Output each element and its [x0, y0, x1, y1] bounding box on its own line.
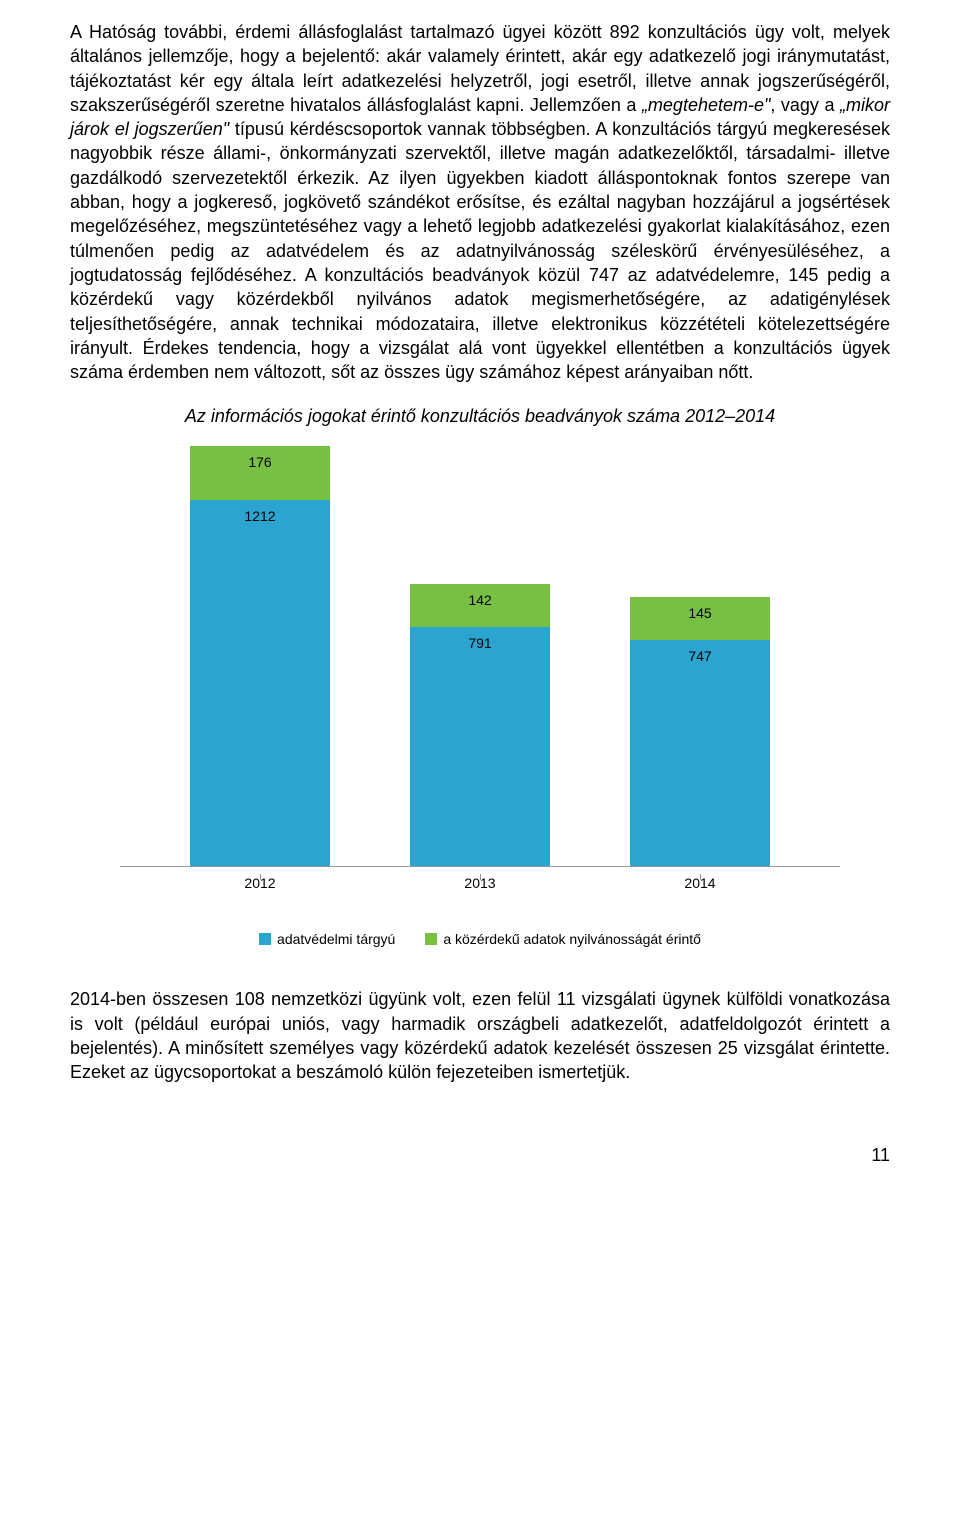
bar-segment-top: 176 [190, 446, 330, 499]
legend-swatch [425, 933, 437, 945]
bar-value-label: 747 [630, 648, 770, 664]
legend-item: a közérdekű adatok nyilvánosságát érintő [425, 931, 701, 947]
bar-group-2013: 142 791 [410, 584, 550, 866]
bar-segment-top: 145 [630, 597, 770, 641]
bar-segment-bottom: 747 [630, 640, 770, 866]
bar-group-2014: 145 747 [630, 597, 770, 867]
x-tick-label: 2014 [630, 875, 770, 891]
legend-item: adatvédelmi tárgyú [259, 931, 395, 947]
bar-group-2012: 176 1212 [190, 446, 330, 866]
chart-caption: Az információs jogokat érintő konzultáci… [70, 406, 890, 427]
bar-segment-top: 142 [410, 584, 550, 627]
chart-legend: adatvédelmi tárgyú a közérdekű adatok nyi… [120, 923, 840, 947]
x-tick-mark [260, 874, 261, 880]
chart-x-axis: 2012 2013 2014 [120, 867, 840, 895]
bar-value-label: 142 [410, 592, 550, 608]
bar-value-label: 176 [190, 454, 330, 470]
chart-plot-area: 176 1212 142 791 145 747 [120, 447, 840, 867]
x-tick-mark [480, 874, 481, 880]
paragraph-1: A Hatóság további, érdemi állásfoglalást… [70, 20, 890, 384]
bar-segment-bottom: 791 [410, 627, 550, 866]
consultation-chart: 176 1212 142 791 145 747 2012 2013 2014 adatvéd… [120, 447, 840, 947]
x-tick-label: 2013 [410, 875, 550, 891]
bar-value-label: 791 [410, 635, 550, 651]
bar-value-label: 1212 [190, 508, 330, 524]
paragraph-2: 2014-ben összesen 108 nemzetközi ügyünk … [70, 987, 890, 1084]
legend-swatch [259, 933, 271, 945]
page-number: 11 [70, 1145, 890, 1166]
bar-value-label: 145 [630, 605, 770, 621]
x-tick-label: 2012 [190, 875, 330, 891]
legend-label: adatvédelmi tárgyú [277, 931, 395, 947]
bar-segment-bottom: 1212 [190, 500, 330, 867]
x-tick-mark [700, 874, 701, 880]
legend-label: a közérdekű adatok nyilvánosságát érintő [443, 931, 701, 947]
